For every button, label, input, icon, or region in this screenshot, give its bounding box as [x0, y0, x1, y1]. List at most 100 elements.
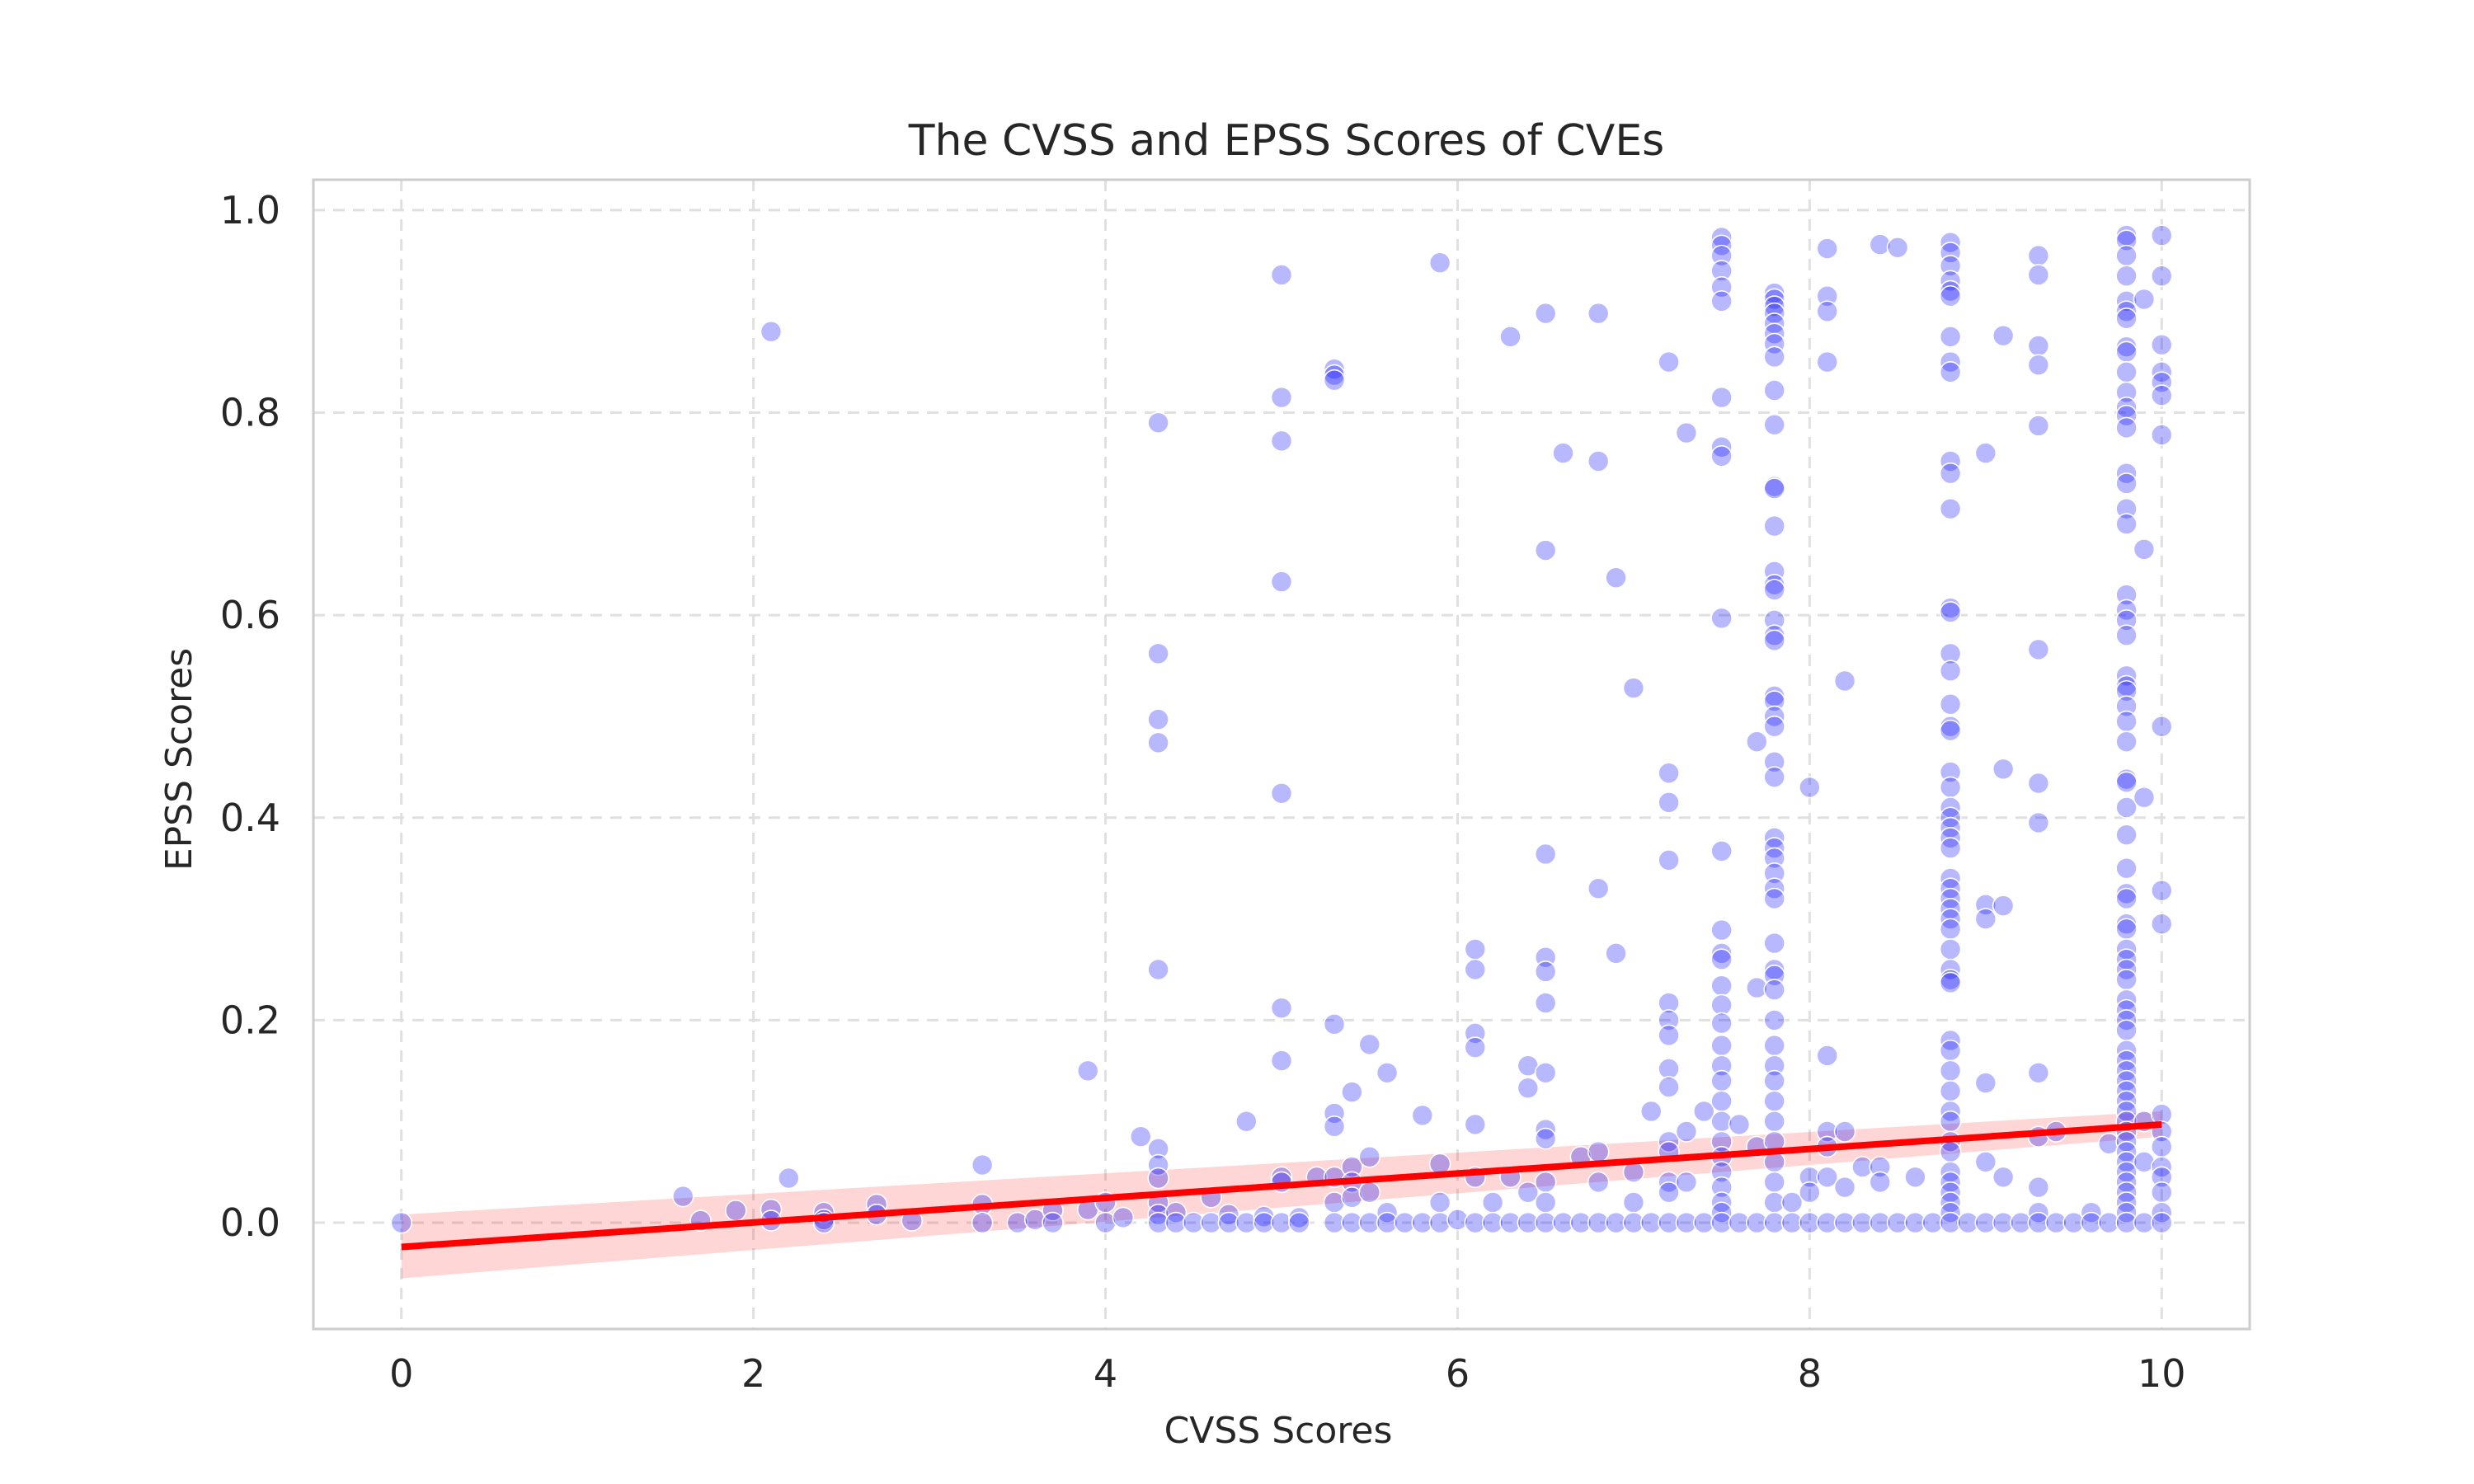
- data-point: [1763, 295, 1785, 317]
- data-point: [1341, 1081, 1363, 1103]
- data-point: [2115, 340, 2138, 364]
- data-point: [1763, 862, 1785, 885]
- data-point: [1763, 573, 1785, 596]
- plot-frame: [312, 178, 2251, 1331]
- data-point: [1587, 1171, 1610, 1194]
- data-point: [1147, 1138, 1169, 1160]
- data-point: [2115, 624, 2138, 646]
- data-point: [971, 1153, 994, 1176]
- data-point: [1799, 1211, 1821, 1234]
- data-point: [1939, 1140, 1962, 1163]
- data-point: [1763, 1211, 1785, 1234]
- data-point: [1217, 1211, 1240, 1234]
- data-point: [1710, 942, 1733, 965]
- data-point: [1710, 918, 1733, 942]
- data-point: [1323, 364, 1346, 387]
- data-point: [1816, 1045, 1839, 1067]
- data-point: [1376, 1211, 1399, 1234]
- data-point: [1816, 1120, 1839, 1143]
- data-point: [2062, 1211, 2085, 1234]
- data-point: [2115, 968, 2138, 991]
- data-point: [1428, 251, 1451, 275]
- data-point: [2027, 1211, 2050, 1234]
- regression-line: [401, 1120, 2162, 1251]
- data-point: [1763, 413, 1785, 436]
- data-point: [1710, 1069, 1733, 1092]
- data-point: [1974, 442, 1997, 464]
- data-point: [2115, 1019, 2138, 1041]
- data-point: [1710, 290, 1733, 312]
- data-point: [1710, 993, 1733, 1017]
- data-point: [1446, 1209, 1469, 1231]
- data-point: [1939, 1080, 1962, 1102]
- data-point: [1534, 960, 1557, 983]
- x-tick-label: 6: [1446, 1351, 1470, 1396]
- data-point: [1763, 750, 1785, 773]
- data-point: [1587, 877, 1610, 900]
- data-point: [1270, 1211, 1293, 1234]
- data-point: [1710, 1211, 1733, 1234]
- data-point: [2150, 879, 2173, 902]
- data-point: [2150, 715, 2173, 738]
- data-point: [2115, 1211, 2138, 1234]
- data-point: [1974, 1151, 1997, 1173]
- x-tick-label: 0: [389, 1351, 413, 1396]
- data-point: [1939, 601, 1962, 623]
- data-point: [1869, 1156, 1892, 1178]
- data-point: [1552, 442, 1574, 464]
- data-point: [1428, 1191, 1451, 1214]
- data-point: [1323, 1102, 1346, 1125]
- data-point: [1147, 642, 1169, 665]
- data-point: [1939, 1059, 1962, 1082]
- data-point: [2115, 416, 2138, 439]
- data-point: [1851, 1211, 1874, 1234]
- data-point: [2027, 415, 2050, 437]
- data-point: [1253, 1211, 1275, 1234]
- data-point: [1710, 386, 1733, 409]
- data-point: [1675, 1171, 1698, 1194]
- data-point: [1042, 1211, 1064, 1234]
- data-point: [1534, 539, 1557, 561]
- data-point: [1658, 992, 1680, 1014]
- data-point: [1605, 566, 1627, 589]
- data-point: [1288, 1211, 1310, 1234]
- data-point: [1763, 332, 1785, 355]
- y-tick-label: 0.0: [220, 1200, 280, 1245]
- data-point: [1587, 1211, 1610, 1234]
- data-point: [1411, 1211, 1434, 1234]
- data-point: [1587, 302, 1610, 325]
- data-point: [1605, 1211, 1627, 1234]
- data-point: [1235, 1211, 1258, 1234]
- x-tick-label: 2: [741, 1351, 765, 1396]
- data-point: [1851, 1156, 1874, 1178]
- data-point: [1517, 1211, 1540, 1234]
- data-point: [1957, 1211, 1979, 1234]
- data-point: [1763, 690, 1785, 712]
- data-point: [1710, 948, 1733, 971]
- data-point: [1939, 462, 1962, 485]
- data-point: [2027, 772, 2050, 795]
- data-point: [1270, 571, 1293, 593]
- data-point: [2027, 244, 2050, 267]
- data-point: [1587, 450, 1610, 472]
- data-point: [1763, 979, 1785, 1001]
- data-point: [1270, 264, 1293, 286]
- data-point: [2115, 497, 2138, 520]
- data-point: [1780, 1211, 1804, 1234]
- data-point: [1816, 1166, 1839, 1189]
- data-point: [2044, 1211, 2067, 1234]
- data-point: [1921, 1211, 1945, 1234]
- data-point: [2115, 913, 2138, 936]
- y-tick-label: 1.0: [220, 188, 280, 232]
- data-point: [1464, 1113, 1487, 1136]
- data-point: [1481, 1211, 1504, 1234]
- data-point: [1763, 579, 1785, 601]
- data-point: [1763, 345, 1785, 369]
- y-tick-label: 0.6: [220, 593, 280, 637]
- data-point: [1763, 514, 1785, 538]
- data-point: [1658, 1024, 1680, 1047]
- data-point: [2080, 1211, 2103, 1234]
- data-point: [1658, 849, 1680, 871]
- data-points: [390, 224, 2173, 1234]
- data-point: [1939, 497, 1962, 520]
